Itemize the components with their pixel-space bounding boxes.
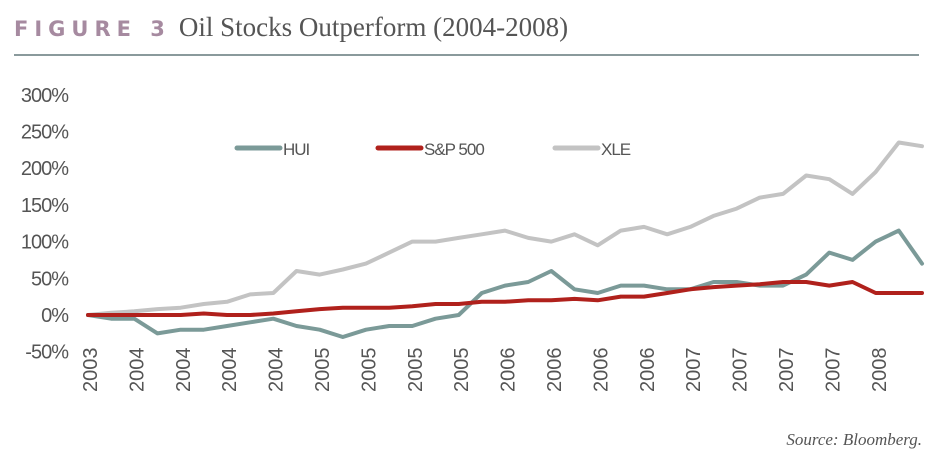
title-divider (14, 54, 919, 56)
y-tick-label: 200% (21, 158, 69, 180)
figure-title: FIGURE 3 Oil Stocks Outperform (2004-2008… (14, 12, 568, 43)
x-tick-label: 2007 (776, 348, 798, 393)
y-tick-label: 0% (41, 305, 69, 327)
y-tick-label: 50% (31, 268, 69, 290)
x-tick-label: 2006 (590, 348, 612, 393)
x-tick-label: 2007 (822, 348, 844, 393)
x-tick-label: 2004 (219, 348, 241, 393)
x-tick-label: 2004 (173, 348, 195, 393)
legend-label: XLE (601, 140, 631, 159)
x-tick-label: 2006 (498, 348, 520, 393)
y-tick-label: 300% (21, 85, 69, 107)
y-tick-label: 150% (21, 195, 69, 217)
source-note: Source: Bloomberg. (786, 430, 922, 449)
x-tick-label: 2005 (405, 348, 427, 393)
x-tick-label: 2005 (312, 348, 334, 393)
series-line-s-p-500 (86, 280, 924, 317)
series-line-hui (86, 228, 924, 339)
title-text: Oil Stocks Outperform (2004-2008) (178, 12, 569, 42)
x-tick-label: 2007 (683, 348, 705, 393)
y-tick-label: -50% (25, 342, 69, 364)
x-tick-label: 2006 (544, 348, 566, 393)
series-line-xle (86, 140, 924, 317)
x-tick-label: 2007 (730, 348, 752, 393)
x-tick-label: 2008 (869, 348, 891, 393)
x-tick-label: 2005 (358, 348, 380, 393)
x-tick-label: 2004 (266, 348, 288, 393)
legend-label: HUI (283, 140, 310, 159)
y-tick-label: 100% (21, 232, 69, 254)
x-tick-label: 2004 (126, 348, 148, 393)
x-tick-label: 2005 (451, 348, 473, 393)
x-tick-label: 2006 (637, 348, 659, 393)
figure-label: FIGURE 3 (14, 17, 171, 41)
x-tick-label: 2003 (80, 348, 102, 393)
y-tick-label: 250% (21, 122, 69, 144)
legend-label: S&P 500 (424, 140, 484, 159)
